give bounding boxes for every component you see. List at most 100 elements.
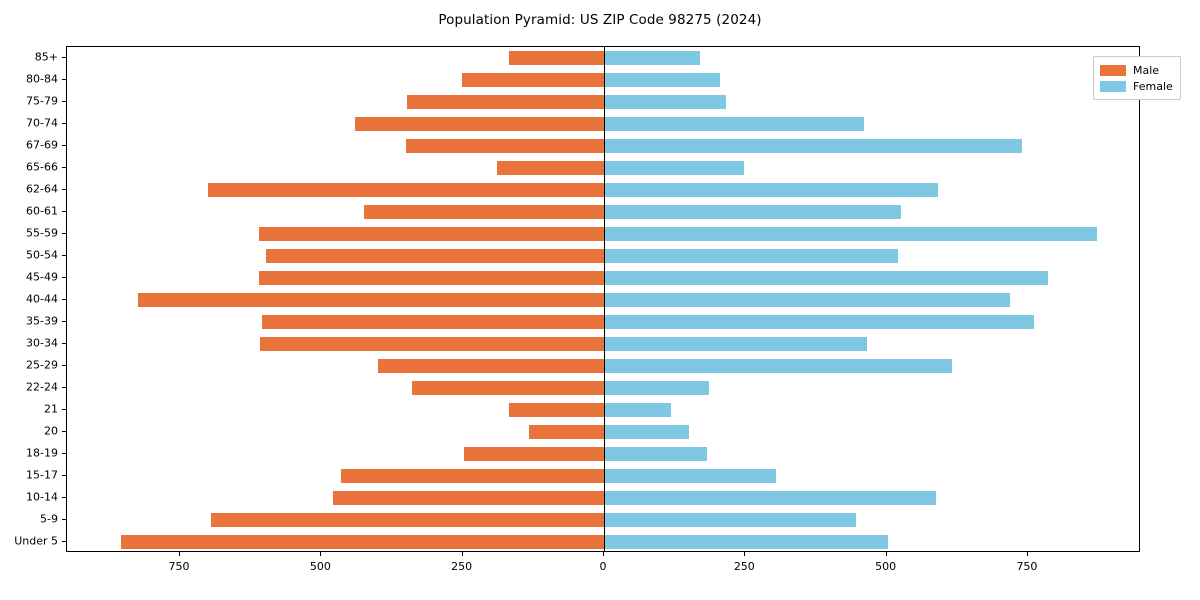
bar-male[interactable] xyxy=(259,227,604,241)
x-axis-tick-label: 0 xyxy=(599,560,607,573)
bar-female[interactable] xyxy=(604,513,856,527)
bar-female[interactable] xyxy=(604,337,867,351)
y-axis-tick-label: 5-9 xyxy=(40,512,58,526)
bar-female[interactable] xyxy=(604,183,938,197)
bar-row xyxy=(67,205,1139,219)
bar-female[interactable] xyxy=(604,315,1034,329)
bar-female[interactable] xyxy=(604,535,888,549)
bar-row xyxy=(67,535,1139,549)
bar-female[interactable] xyxy=(604,95,726,109)
bar-male[interactable] xyxy=(355,117,604,131)
bar-male[interactable] xyxy=(208,183,604,197)
bar-female[interactable] xyxy=(604,425,689,439)
x-axis-tick-mark xyxy=(885,552,887,556)
bar-row xyxy=(67,469,1139,483)
bar-male[interactable] xyxy=(462,73,604,87)
y-axis-tick-label: 40-44 xyxy=(26,292,58,306)
bar-male[interactable] xyxy=(265,249,604,263)
y-axis-tick-label: 15-17 xyxy=(26,468,58,482)
y-axis-tick-mark xyxy=(62,145,66,146)
bar-female[interactable] xyxy=(604,491,937,505)
chart-legend: Male Female xyxy=(1093,56,1181,100)
bar-male[interactable] xyxy=(120,535,604,549)
bar-male[interactable] xyxy=(528,425,604,439)
y-axis-tick-mark xyxy=(62,255,66,256)
plot-area xyxy=(67,47,1139,551)
bar-male[interactable] xyxy=(407,95,604,109)
legend-entry-male[interactable]: Male xyxy=(1100,62,1173,78)
bar-row xyxy=(67,117,1139,131)
bar-female[interactable] xyxy=(604,469,777,483)
y-axis-tick-label: 80-84 xyxy=(26,72,58,86)
y-axis-tick-label: 35-39 xyxy=(26,314,58,328)
y-axis-tick-mark xyxy=(62,101,66,102)
bar-male[interactable] xyxy=(411,381,604,395)
y-axis-tick-label: 65-66 xyxy=(26,160,58,174)
bar-row xyxy=(67,249,1139,263)
legend-label-female: Female xyxy=(1133,79,1173,93)
y-axis-tick-label: 55-59 xyxy=(26,226,58,240)
bar-female[interactable] xyxy=(604,249,898,263)
legend-label-male: Male xyxy=(1133,63,1160,77)
y-axis-tick-label: 70-74 xyxy=(26,116,58,130)
bar-male[interactable] xyxy=(137,293,604,307)
bar-row xyxy=(67,425,1139,439)
x-axis-tick-label: 750 xyxy=(168,560,190,573)
x-axis-tick-label: 750 xyxy=(1016,560,1038,573)
bar-female[interactable] xyxy=(604,227,1098,241)
bar-female[interactable] xyxy=(604,381,709,395)
bar-male[interactable] xyxy=(332,491,604,505)
y-axis-tick-label: 21 xyxy=(44,402,58,416)
bar-male[interactable] xyxy=(509,51,604,65)
y-axis-tick-mark xyxy=(62,277,66,278)
x-axis-tick-label: 500 xyxy=(309,560,331,573)
x-axis-tick-mark xyxy=(1026,552,1028,556)
bar-male[interactable] xyxy=(262,315,604,329)
y-axis-tick-mark xyxy=(62,387,66,388)
bar-female[interactable] xyxy=(604,447,707,461)
bar-female[interactable] xyxy=(604,271,1048,285)
zero-axis-line xyxy=(604,47,605,551)
bar-male[interactable] xyxy=(211,513,604,527)
bar-male[interactable] xyxy=(363,205,604,219)
bar-female[interactable] xyxy=(604,403,671,417)
bar-female[interactable] xyxy=(604,73,720,87)
bar-row xyxy=(67,293,1139,307)
y-axis-tick-label: 10-14 xyxy=(26,490,58,504)
y-axis-tick-mark xyxy=(62,123,66,124)
bar-female[interactable] xyxy=(604,205,901,219)
bar-male[interactable] xyxy=(463,447,604,461)
y-axis-tick-mark xyxy=(62,365,66,366)
legend-entry-female[interactable]: Female xyxy=(1100,78,1173,94)
bar-row xyxy=(67,139,1139,153)
y-axis-tick-label: 45-49 xyxy=(26,270,58,284)
y-axis-tick-mark xyxy=(62,233,66,234)
y-axis-tick-mark xyxy=(62,57,66,58)
bar-row xyxy=(67,271,1139,285)
bar-male[interactable] xyxy=(341,469,604,483)
y-axis-tick-mark xyxy=(62,541,66,542)
y-axis-tick-mark xyxy=(62,211,66,212)
bar-female[interactable] xyxy=(604,139,1023,153)
bar-female[interactable] xyxy=(604,117,865,131)
legend-swatch-female xyxy=(1100,80,1126,92)
bar-female[interactable] xyxy=(604,161,745,175)
bar-female[interactable] xyxy=(604,51,701,65)
bar-female[interactable] xyxy=(604,293,1010,307)
bar-row xyxy=(67,73,1139,87)
bar-female[interactable] xyxy=(604,359,952,373)
bar-row xyxy=(67,315,1139,329)
bar-male[interactable] xyxy=(259,271,604,285)
y-axis-tick-label: 75-79 xyxy=(26,94,58,108)
y-axis-tick-mark xyxy=(62,497,66,498)
bar-male[interactable] xyxy=(509,403,604,417)
x-axis-tick-mark xyxy=(461,552,463,556)
bar-male[interactable] xyxy=(406,139,604,153)
bar-male[interactable] xyxy=(260,337,604,351)
bar-male[interactable] xyxy=(496,161,604,175)
bar-row xyxy=(67,51,1139,65)
x-axis-tick-mark xyxy=(603,552,604,556)
bar-male[interactable] xyxy=(377,359,604,373)
y-axis-tick-label: 50-54 xyxy=(26,248,58,262)
